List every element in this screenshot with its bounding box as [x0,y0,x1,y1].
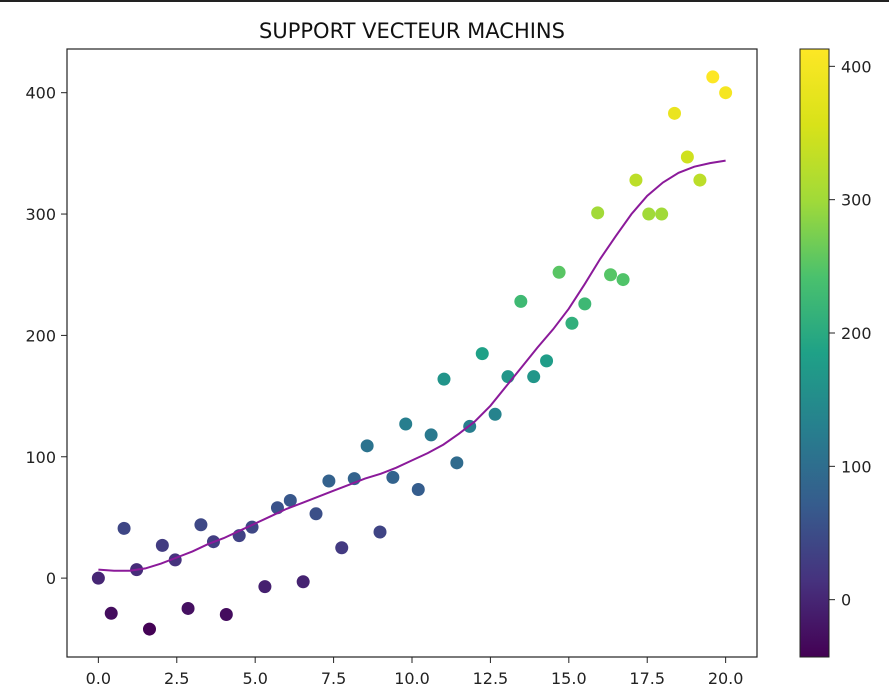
data-point [194,518,208,532]
data-point [604,268,618,282]
data-point [693,173,707,187]
x-tick-label: 12.5 [473,669,509,688]
colorbar-tick-label: 300 [841,191,872,210]
data-point [680,150,694,164]
x-tick-label: 10.0 [394,669,430,688]
x-tick-label: 0.0 [86,669,111,688]
data-point [373,525,387,539]
data-point [360,439,374,453]
data-point [488,407,502,421]
data-point [296,575,310,589]
data-point [117,521,131,535]
data-point [578,297,592,311]
colorbar-axis: 0 100 200 300 400 [829,57,872,610]
data-point [335,541,349,555]
data-point [386,470,400,484]
data-point [104,606,118,620]
data-point [668,106,682,120]
data-point [475,347,489,361]
y-tick-label: 100 [25,448,56,467]
x-tick-label: 17.5 [629,669,665,688]
data-point [309,507,323,521]
data-point [142,622,156,636]
data-point [527,370,541,384]
data-point [219,608,233,622]
data-point [629,173,643,187]
data-point [155,538,169,552]
data-point [719,86,733,100]
data-point [642,207,656,221]
y-tick-label: 300 [25,205,56,224]
colorbar-tick-label: 200 [841,324,872,343]
data-point [283,493,297,507]
data-point [258,580,272,594]
chart-title: SUPPORT VECTEUR MACHINS [259,19,565,43]
data-point [514,294,528,308]
x-tick-label: 2.5 [164,669,189,688]
data-point [181,601,195,615]
data-point [322,474,336,488]
data-point [399,417,413,431]
data-point [552,265,566,279]
data-point [501,370,515,384]
data-point [91,571,105,585]
window-top-border [0,0,889,2]
data-point [706,70,720,84]
x-tick-label: 15.0 [551,669,587,688]
x-axis: 0.0 2.5 5.0 7.5 10.0 12.5 15.0 17.5 20.0 [86,657,744,688]
x-tick-label: 7.5 [321,669,346,688]
data-point [540,354,554,368]
data-point [437,372,451,386]
colorbar [799,48,830,658]
colorbar-tick-label: 400 [841,57,872,76]
data-point [411,483,425,497]
x-tick-label: 20.0 [708,669,744,688]
y-tick-label: 0 [46,569,56,588]
data-point [424,428,438,442]
data-points [91,70,733,636]
plot-area [66,48,758,658]
y-tick-label: 400 [25,84,56,103]
colorbar-tick-label: 0 [841,591,851,610]
data-point [591,206,605,220]
y-axis: 0 100 200 300 400 [25,84,67,588]
svm-regression-curve [98,159,726,572]
data-point [450,456,464,470]
y-tick-label: 200 [25,326,56,345]
data-point [616,273,630,287]
x-tick-label: 5.0 [242,669,267,688]
colorbar-tick-label: 100 [841,457,872,476]
data-point [565,316,579,330]
data-point [655,207,669,221]
